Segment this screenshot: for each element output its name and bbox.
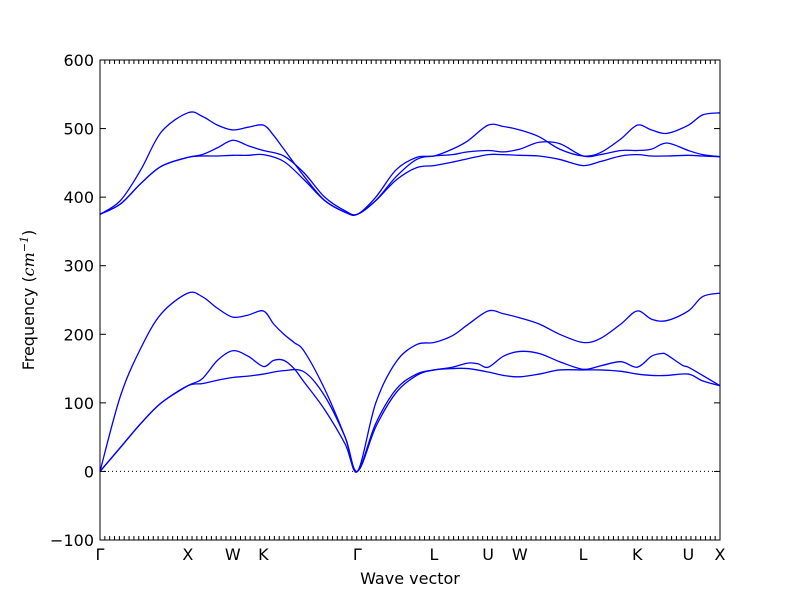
y-tick-label: 200 [63,325,94,344]
y-tick-label: 300 [63,257,94,276]
y-tick-label: −100 [50,531,94,550]
band-line-6 [99,111,721,216]
x-tick-label-W: W [512,545,528,564]
y-axis-title: Frequency (cm−1) [18,230,39,371]
y-axis-title-prefix: Frequency ( [19,276,38,370]
y-axis-title-exponent: −1 [18,236,31,252]
x-tick-label-Γ: Γ [96,545,105,564]
y-axis-title-unit: cm [19,252,38,276]
x-tick-label-U: U [682,545,694,564]
x-tick-label-K: K [632,545,643,564]
x-tick-label-X: X [715,545,726,564]
band-line-5 [99,139,721,216]
x-tick-label-X: X [182,545,193,564]
x-tick-label-U: U [482,545,494,564]
y-axis-title-suffix: ) [19,230,38,236]
y-tick-label: 0 [84,462,94,481]
x-tick-label-W: W [225,545,241,564]
x-axis-title: Wave vector [360,569,460,588]
x-tick-label-K: K [258,545,269,564]
band-line-2 [99,350,721,473]
plot-frame [99,59,721,541]
y-tick-label: 400 [63,188,94,207]
y-tick-label: 600 [63,51,94,70]
dispersion-bands [99,111,721,473]
y-tick-label: 500 [63,120,94,139]
y-axis-ticks: −100 0 100 200 300 400 500 600 [50,51,720,550]
band-line-1 [99,367,721,473]
x-tick-label-Γ: Γ [353,545,362,564]
x-tick-label-L: L [579,545,588,564]
band-line-3 [99,291,721,473]
band-line-4 [99,153,721,216]
x-tick-label-L: L [430,545,439,564]
y-tick-label: 100 [63,394,94,413]
